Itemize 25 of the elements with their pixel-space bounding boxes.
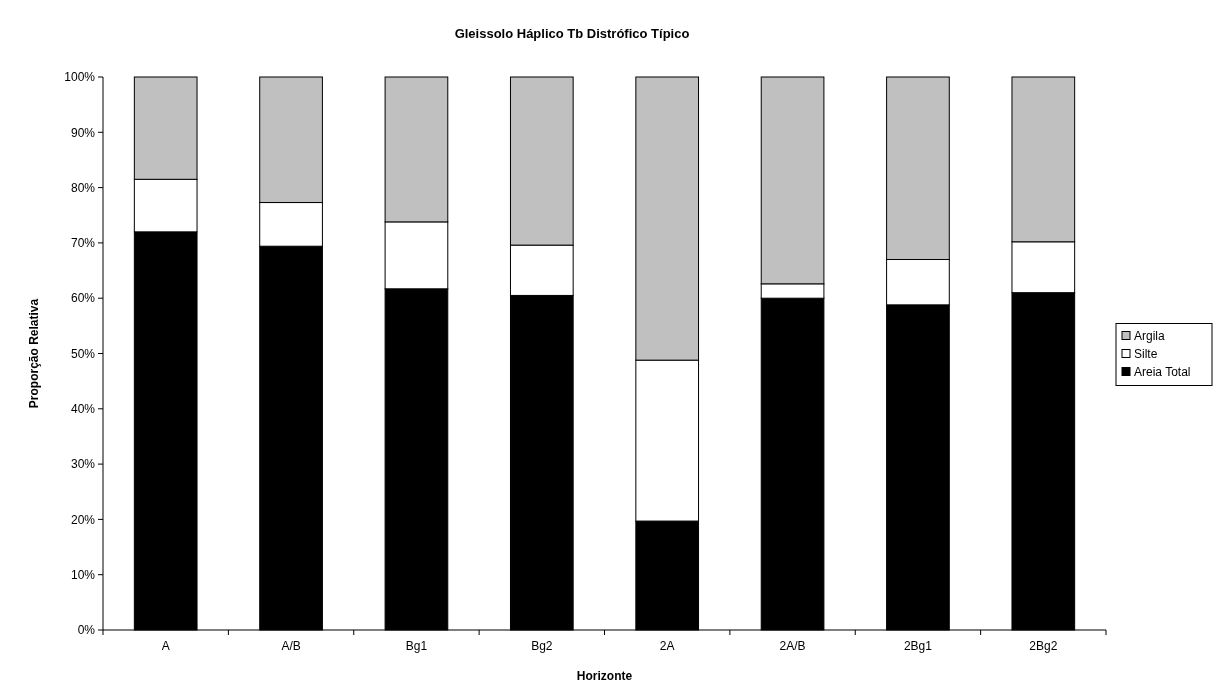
y-tick-label: 90% bbox=[70, 125, 96, 140]
x-tick-label: Bg1 bbox=[405, 639, 428, 653]
y-tick-label: 20% bbox=[70, 512, 96, 527]
y-tick-label: 50% bbox=[70, 346, 96, 361]
x-tick-label: 2A/B bbox=[779, 639, 806, 653]
y-axis-title: Proporção Relativa bbox=[27, 298, 41, 409]
legend-label: Areia Total bbox=[1134, 364, 1191, 379]
x-tick-label: 2Bg1 bbox=[903, 639, 933, 653]
legend-label: Argila bbox=[1134, 328, 1166, 343]
x-tick-label: A bbox=[161, 639, 170, 653]
y-tick-label: 10% bbox=[70, 567, 96, 582]
x-tick-label: 2A bbox=[659, 639, 675, 653]
y-tick-label: 100% bbox=[64, 70, 96, 85]
y-tick-label: 60% bbox=[70, 291, 96, 306]
y-tick-label: 30% bbox=[70, 457, 96, 472]
y-tick-label: 40% bbox=[70, 402, 96, 416]
x-tick-label: 2Bg2 bbox=[1029, 639, 1058, 653]
x-tick-label: A/B bbox=[281, 639, 301, 653]
y-tick-label: 80% bbox=[70, 180, 96, 195]
y-tick-label: 0% bbox=[77, 623, 96, 638]
x-axis-title: Horizonte bbox=[576, 669, 633, 683]
y-tick-label: 70% bbox=[70, 236, 96, 251]
x-tick-label: Bg2 bbox=[531, 639, 553, 653]
legend-label: Silte bbox=[1134, 346, 1158, 361]
chart-title: Gleissolo Háplico Tb Distrófico Típico bbox=[454, 26, 690, 41]
